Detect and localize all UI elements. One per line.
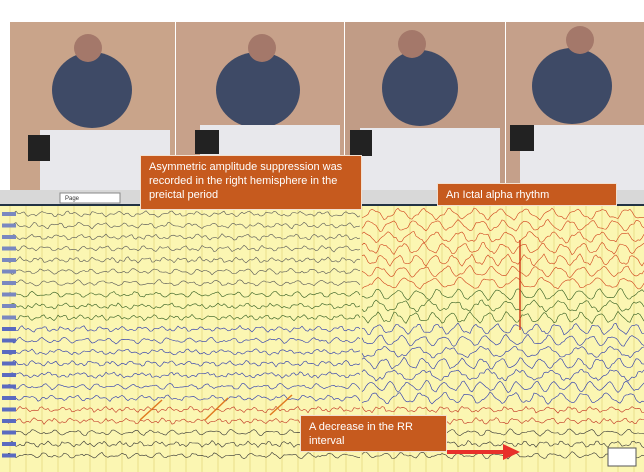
channel-label — [2, 454, 16, 458]
channel-label — [2, 258, 16, 262]
channel-label — [2, 235, 16, 239]
channel-label — [2, 442, 16, 446]
figure: Page Asymmetric amplitude suppression wa… — [0, 0, 644, 472]
annotation: An Ictal alpha rhythm — [437, 183, 617, 206]
scale-box — [608, 448, 636, 466]
channel-label — [2, 385, 16, 389]
channel-label — [2, 362, 16, 366]
annotation: A decrease in the RR interval — [300, 415, 447, 452]
annotation: Asymmetric amplitude suppression was rec… — [140, 155, 362, 210]
channel-label — [2, 408, 16, 412]
channel-label — [2, 224, 16, 228]
channel-label — [2, 327, 16, 331]
channel-label — [2, 281, 16, 285]
channel-label — [2, 350, 16, 354]
channel-label — [2, 431, 16, 435]
canvas: Page — [0, 0, 644, 472]
channel-label — [2, 339, 16, 343]
channel-label — [2, 247, 16, 251]
channel-label — [2, 316, 16, 320]
channel-label — [2, 270, 16, 274]
channel-label — [2, 304, 16, 308]
channel-label — [2, 212, 16, 216]
channel-label — [2, 419, 16, 423]
channel-label — [2, 373, 16, 377]
channel-label — [2, 293, 16, 297]
channel-label — [2, 396, 16, 400]
page-label: Page — [65, 196, 80, 202]
